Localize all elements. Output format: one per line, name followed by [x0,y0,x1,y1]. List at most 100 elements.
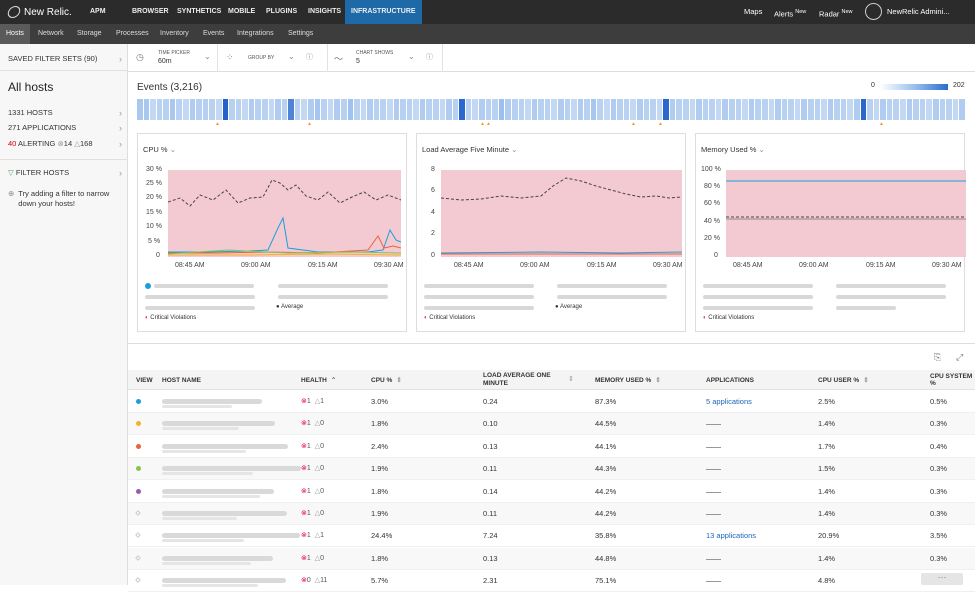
event-bucket[interactable] [498,99,505,120]
event-bucket[interactable] [340,99,347,120]
event-marker[interactable]: ▲ [658,121,663,127]
event-bucket[interactable] [281,99,288,120]
event-bucket[interactable] [176,99,183,120]
event-bucket[interactable] [150,99,156,120]
health-status[interactable]: ⊗1 △0 [301,503,324,525]
event-bucket[interactable] [196,99,202,120]
filter-hosts-button[interactable]: ▽ FILTER HOSTS › [8,168,122,178]
event-marker[interactable]: ▲ [879,121,884,127]
host-name-redacted[interactable] [162,533,300,539]
event-bucket[interactable] [571,99,577,120]
event-bucket[interactable] [880,99,886,120]
host-name-redacted[interactable] [162,443,288,449]
col-cpu-system[interactable]: CPU SYSTEM % [930,373,973,387]
event-bucket[interactable] [696,99,702,120]
event-bucket[interactable] [715,99,722,120]
event-bucket[interactable] [294,99,301,120]
event-bucket[interactable] [433,99,439,120]
event-bucket[interactable] [222,99,229,120]
event-bucket[interactable] [577,99,584,120]
table-row[interactable]: ⊗1 △0 2.4% 0.13 44.1% —— 1.7% 0.4% [128,436,975,458]
tab-events[interactable]: Events [203,30,225,37]
table-row[interactable]: ⊗1 △1 24.4% 7.24 35.8% 13 applications 2… [128,525,975,548]
event-bucket[interactable] [669,99,676,120]
event-bucket[interactable] [682,99,689,120]
event-bucket[interactable] [156,99,163,120]
legend-critical[interactable]: ◐ Critical Violations [703,315,754,321]
hosts-count-link[interactable]: 1331 HOSTS › [8,108,122,118]
legend-critical[interactable]: ◐ Critical Violations [424,315,475,321]
event-bucket[interactable] [775,99,781,120]
event-bucket[interactable] [321,99,327,120]
host-name-redacted[interactable] [162,399,262,404]
event-bucket[interactable] [788,99,794,120]
event-bucket[interactable] [807,99,814,120]
chart-shows[interactable]: 〜 CHART SHOWS 5 ⌄ ⓘ [328,44,443,72]
event-bucket[interactable] [959,99,965,120]
host-name-redacted[interactable] [162,488,274,494]
view-toggle-icon[interactable] [136,466,141,472]
sort-icon[interactable]: ⇕ [568,376,574,383]
nav-browser[interactable]: BROWSER [132,8,169,15]
help-icon[interactable]: ⓘ [306,54,313,61]
event-bucket[interactable] [794,99,801,120]
event-bucket[interactable] [709,99,715,120]
export-icon[interactable]: ⎘ [934,352,942,362]
event-bucket[interactable] [472,99,479,120]
event-bucket[interactable] [261,99,268,120]
event-bucket[interactable] [465,99,472,120]
event-marker[interactable]: ▲ [480,121,485,127]
event-bucket[interactable] [597,99,604,120]
chart-title[interactable]: Memory Used % ⌄ [701,145,765,154]
event-bucket[interactable] [643,99,650,120]
tab-hosts[interactable]: Hosts [0,24,30,44]
expand-icon[interactable]: ⤢ [956,352,964,362]
event-bucket[interactable] [847,99,854,120]
col-cpu[interactable]: CPU % ⇕ [371,370,402,390]
event-bucket[interactable] [538,99,544,120]
tab-storage[interactable]: Storage [77,30,102,37]
event-bucket[interactable] [834,99,840,120]
event-bucket[interactable] [446,99,452,120]
event-bucket[interactable] [360,99,367,120]
health-status[interactable]: ⊗1 △0 [301,548,324,570]
table-row[interactable]: ⊗1 △0 1.8% 0.10 44.5% —— 1.4% 0.3% [128,413,975,436]
nav-infrastructure[interactable]: INFRASTRUCTURE [345,0,422,24]
event-bucket[interactable] [656,99,663,120]
event-bucket[interactable] [143,99,150,120]
user-avatar-icon[interactable] [865,3,882,20]
host-name-redacted[interactable] [162,466,301,472]
event-bucket[interactable] [860,99,867,120]
tab-settings[interactable]: Settings [288,30,314,37]
event-bucket[interactable] [229,99,235,120]
help-icon[interactable]: ⓘ [426,54,433,61]
event-bucket[interactable] [531,99,538,120]
event-bucket[interactable] [511,99,518,120]
event-bucket[interactable] [590,99,597,120]
health-status[interactable]: ⊗0 △11 [301,570,327,592]
event-bucket[interactable] [505,99,511,120]
event-bucket[interactable] [854,99,860,120]
event-bucket[interactable] [137,99,143,120]
legend-critical[interactable]: ◐ Critical Violations [145,315,196,321]
events-heatmap[interactable] [137,99,965,120]
table-row[interactable]: ⊗1 △0 1.8% 0.14 44.2% —— 1.4% 0.3% [128,481,975,503]
view-toggle-icon[interactable] [136,399,141,404]
event-bucket[interactable] [544,99,551,120]
event-bucket[interactable] [202,99,209,120]
event-bucket[interactable] [288,99,294,120]
event-marker[interactable]: ▲ [631,121,636,127]
health-status[interactable]: ⊗1 △1 [301,391,324,413]
event-bucket[interactable] [827,99,834,120]
event-bucket[interactable] [558,99,564,120]
event-bucket[interactable] [439,99,446,120]
time-picker[interactable]: ◷ TIME PICKER 60m ⌄ [128,44,218,72]
event-bucket[interactable] [702,99,709,120]
event-bucket[interactable] [729,99,735,120]
account-menu[interactable]: NewRelic Admini... [887,7,950,16]
event-bucket[interactable] [518,99,525,120]
event-bucket[interactable] [755,99,761,120]
table-row[interactable]: ⊗1 △0 1.9% 0.11 44.3% —— 1.5% 0.3% [128,458,975,481]
event-bucket[interactable] [906,99,913,120]
event-bucket[interactable] [900,99,906,120]
